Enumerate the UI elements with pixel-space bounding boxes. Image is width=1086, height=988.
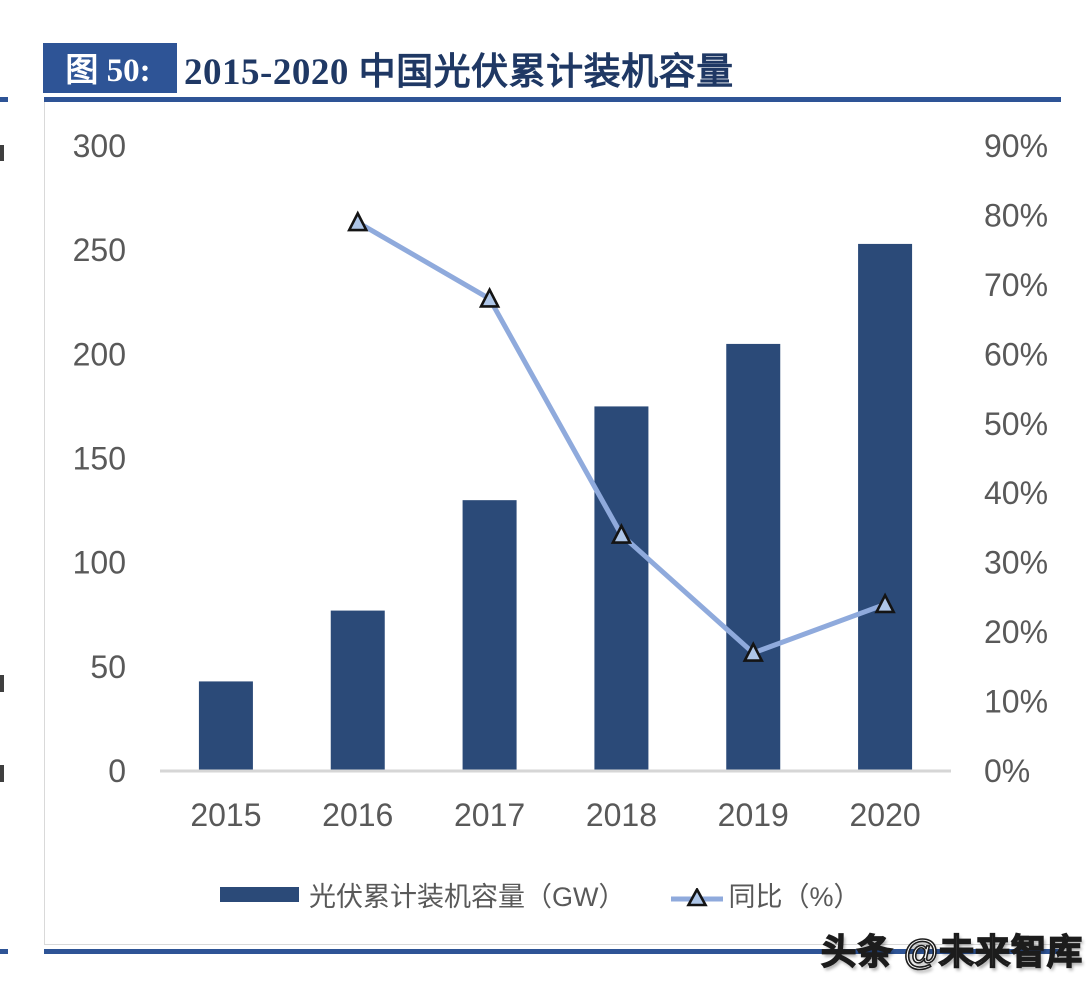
left-axis-tick-label: 300 <box>73 128 126 164</box>
right-axis-tick-label: 20% <box>984 614 1048 650</box>
page-edge-rule-fragment <box>0 949 8 954</box>
page-edge-rule-fragment <box>0 97 8 102</box>
figure-title-row: 图 50: 2015-2020 中国光伏累计装机容量 <box>43 43 734 93</box>
page-edge-text-fragment <box>0 145 4 161</box>
marker-2016 <box>347 210 369 232</box>
right-axis-tick-label: 80% <box>984 197 1048 233</box>
marker-2017 <box>478 286 501 308</box>
marker-2018 <box>610 523 633 544</box>
right-axis-tick-label: 30% <box>984 545 1048 581</box>
line-series-label: 同比（%） <box>728 881 861 912</box>
bottom-rule <box>44 949 1062 954</box>
x-axis-tick-label: 2019 <box>718 797 789 833</box>
x-axis-tick-label: 2018 <box>586 797 657 833</box>
bar-series-label: 光伏累计装机容量（GW） <box>309 881 626 912</box>
bar-2015 <box>198 681 253 770</box>
chart-frame: 0 50 100 150 200 250 300 0% 10% 20% 30% 40% 50% 60% 70… <box>44 102 1061 945</box>
left-axis-tick-label: 250 <box>73 232 126 268</box>
right-axis-tick-label: 50% <box>984 406 1048 442</box>
left-axis-tick-label: 50 <box>90 649 126 685</box>
combo-chart: 0 50 100 150 200 250 300 0% 10% 20% 30% 40% 50% 60% 70… <box>73 128 1048 833</box>
x-axis-tick-label: 2017 <box>454 797 525 833</box>
chart-legend: 光伏累计装机容量（GW） 同比（%） <box>220 876 861 912</box>
legend-item-bar-series: 光伏累计装机容量（GW） <box>220 875 626 914</box>
left-axis-tick-label: 0 <box>108 753 126 789</box>
right-axis-tick-label: 40% <box>984 475 1048 511</box>
page-edge-text-fragment <box>0 765 4 782</box>
right-axis-tick-label: 10% <box>984 684 1048 720</box>
left-axis-tick-label: 150 <box>73 441 126 477</box>
bar-2018 <box>594 406 649 770</box>
x-axis-tick-label: 2020 <box>849 797 920 833</box>
top-rule <box>44 97 1061 102</box>
left-axis-tick-label: 100 <box>73 545 126 581</box>
right-axis-tick-label: 70% <box>984 267 1048 303</box>
bar-2019 <box>726 343 781 770</box>
bar-2020 <box>858 243 913 770</box>
bar-series-swatch <box>220 886 299 902</box>
left-axis-tick-label: 200 <box>73 336 126 372</box>
right-axis-tick-label: 90% <box>984 128 1048 164</box>
line-marker-icon <box>670 886 723 907</box>
figure-title: 2015-2020 中国光伏累计装机容量 <box>184 52 734 93</box>
line-series-swatch <box>670 884 723 907</box>
right-axis-tick-label: 60% <box>984 336 1048 372</box>
page-edge-text-fragment <box>0 675 4 692</box>
marker-2020 <box>874 592 896 614</box>
marker-2019 <box>742 641 764 662</box>
bar-2016 <box>330 610 385 770</box>
right-axis-tick-label: 0% <box>984 753 1030 789</box>
figure-number-badge: 图 50: <box>43 43 177 93</box>
watermark: 头条 @未来智库 <box>820 932 1083 973</box>
x-axis-tick-label: 2015 <box>190 797 261 833</box>
x-axis-tick-label: 2016 <box>322 797 393 833</box>
legend-item-line-series: 同比（%） <box>670 875 861 914</box>
bar-2017 <box>462 500 517 770</box>
